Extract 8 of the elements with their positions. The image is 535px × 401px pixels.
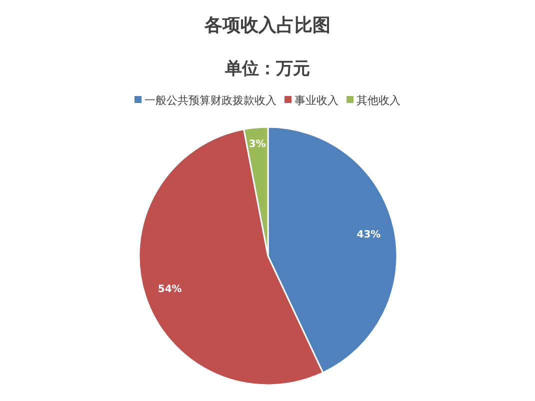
data-label: 3% bbox=[248, 138, 266, 150]
legend-label: 事业收入 bbox=[294, 94, 338, 107]
legend-label: 一般公共预算财政拨款收入 bbox=[144, 94, 276, 107]
legend-label: 其他收入 bbox=[356, 94, 400, 107]
chart-title: 各项收入占比图 bbox=[204, 15, 330, 36]
chart-subtitle: 单位：万元 bbox=[224, 59, 310, 79]
data-label: 54% bbox=[158, 284, 182, 295]
data-label: 43% bbox=[356, 229, 381, 240]
